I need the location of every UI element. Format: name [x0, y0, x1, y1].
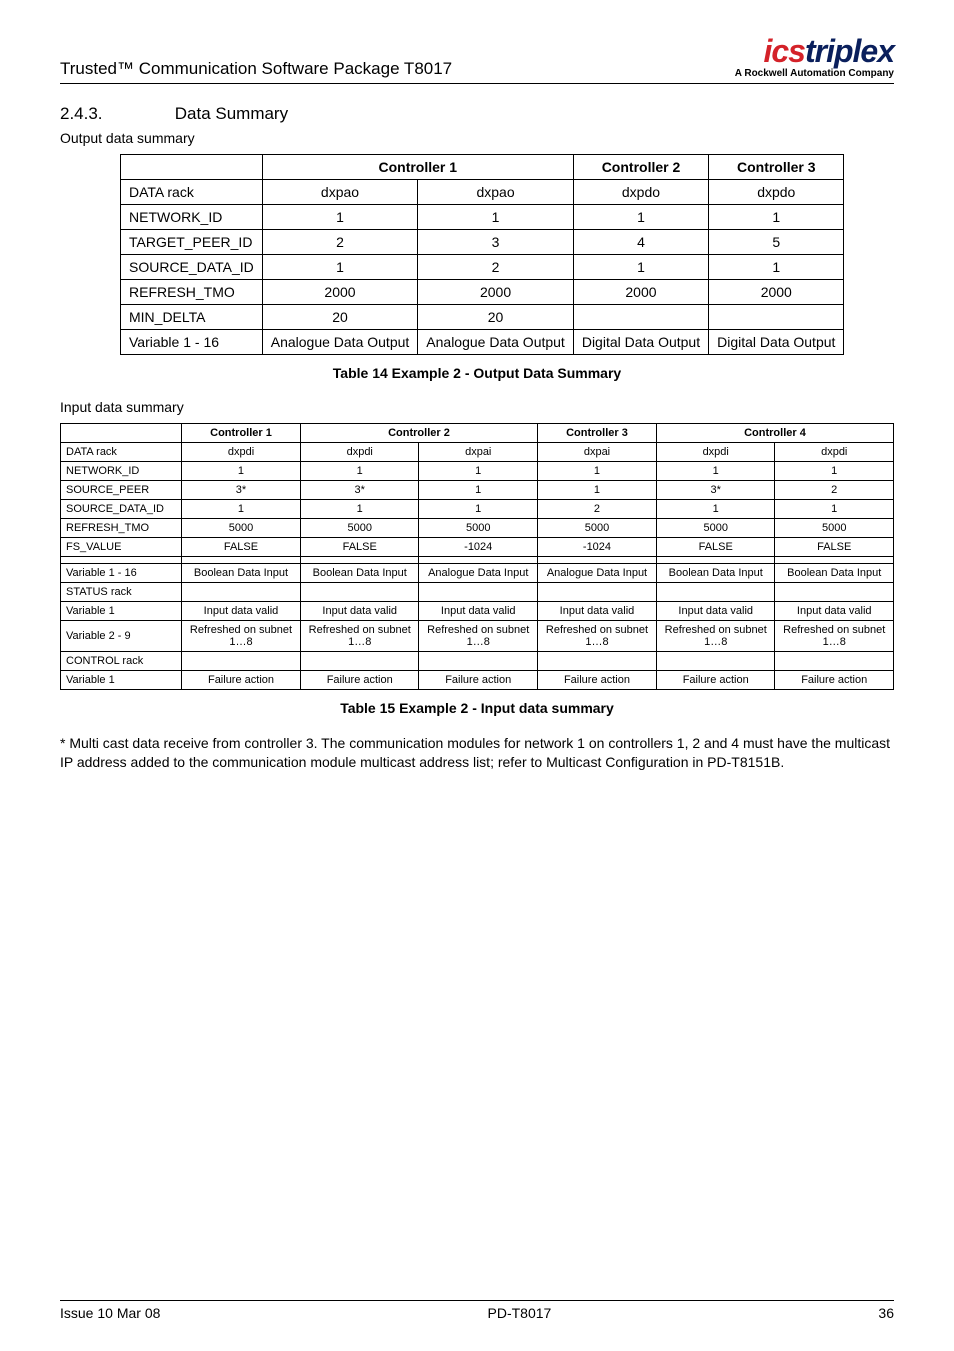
table-row: SOURCE_DATA_ID1211: [121, 255, 844, 280]
th-controller2: Controller 2: [573, 155, 708, 180]
footer-center: PD-T8017: [488, 1305, 552, 1321]
th-blank: [121, 155, 263, 180]
th-controller1: Controller 1: [262, 155, 573, 180]
table-row: Variable 1Failure actionFailure actionFa…: [61, 671, 894, 690]
table-row: REFRESH_TMO500050005000500050005000: [61, 519, 894, 538]
logo-trip: triplex: [805, 33, 894, 69]
header-title: Trusted™ Communication Software Package …: [60, 59, 452, 79]
th2-c3: Controller 3: [537, 424, 656, 443]
th2-c4: Controller 4: [656, 424, 893, 443]
table-row: REFRESH_TMO2000200020002000: [121, 280, 844, 305]
table-row: Variable 1 - 16Boolean Data InputBoolean…: [61, 564, 894, 583]
table-row: Variable 2 - 9Refreshed on subnet 1…8Ref…: [61, 621, 894, 652]
table-row: SOURCE_PEER3*3*113*2: [61, 481, 894, 500]
footnote: * Multi cast data receive from controlle…: [60, 734, 894, 772]
footer-left: Issue 10 Mar 08: [60, 1305, 160, 1321]
table-row: NETWORK_ID111111: [61, 462, 894, 481]
logo-ics: ics: [763, 33, 804, 69]
table-row: FS_VALUEFALSEFALSE-1024-1024FALSEFALSE: [61, 538, 894, 557]
table-row: Variable 1Input data validInput data val…: [61, 602, 894, 621]
footer-right: 36: [878, 1305, 894, 1321]
th2-c2: Controller 2: [300, 424, 537, 443]
input-summary-label: Input data summary: [60, 399, 894, 415]
section-heading: 2.4.3. Data Summary: [60, 104, 894, 124]
page-footer: Issue 10 Mar 08 PD-T8017 36: [60, 1300, 894, 1321]
table-row: NETWORK_ID1111: [121, 205, 844, 230]
table-row: [61, 557, 894, 564]
table-row: MIN_DELTA2020: [121, 305, 844, 330]
th-blank2: [61, 424, 182, 443]
th2-c1: Controller 1: [182, 424, 301, 443]
logo-text: icstriplex: [735, 35, 894, 67]
table1-caption: Table 14 Example 2 - Output Data Summary: [60, 365, 894, 381]
table-row: DATA rackdxpaodxpaodxpdodxpdo: [121, 180, 844, 205]
logo-subtitle: A Rockwell Automation Company: [735, 69, 894, 79]
table-row: STATUS rack: [61, 583, 894, 602]
section-number: 2.4.3.: [60, 104, 170, 124]
table-row: SOURCE_DATA_ID111211: [61, 500, 894, 519]
table-row: CONTROL rack: [61, 652, 894, 671]
table-row: Variable 1 - 16Analogue Data OutputAnalo…: [121, 330, 844, 355]
table-row: TARGET_PEER_ID2345: [121, 230, 844, 255]
table-row: DATA rackdxpdidxpdidxpaidxpaidxpdidxpdi: [61, 443, 894, 462]
output-data-table: Controller 1 Controller 2 Controller 3 D…: [120, 154, 844, 355]
logo: icstriplex A Rockwell Automation Company: [735, 35, 894, 79]
table2-caption: Table 15 Example 2 - Input data summary: [60, 700, 894, 716]
input-data-table: Controller 1 Controller 2 Controller 3 C…: [60, 423, 894, 690]
output-summary-label: Output data summary: [60, 130, 894, 146]
section-title: Data Summary: [175, 104, 288, 123]
page-header: Trusted™ Communication Software Package …: [60, 35, 894, 84]
th-controller3: Controller 3: [709, 155, 844, 180]
